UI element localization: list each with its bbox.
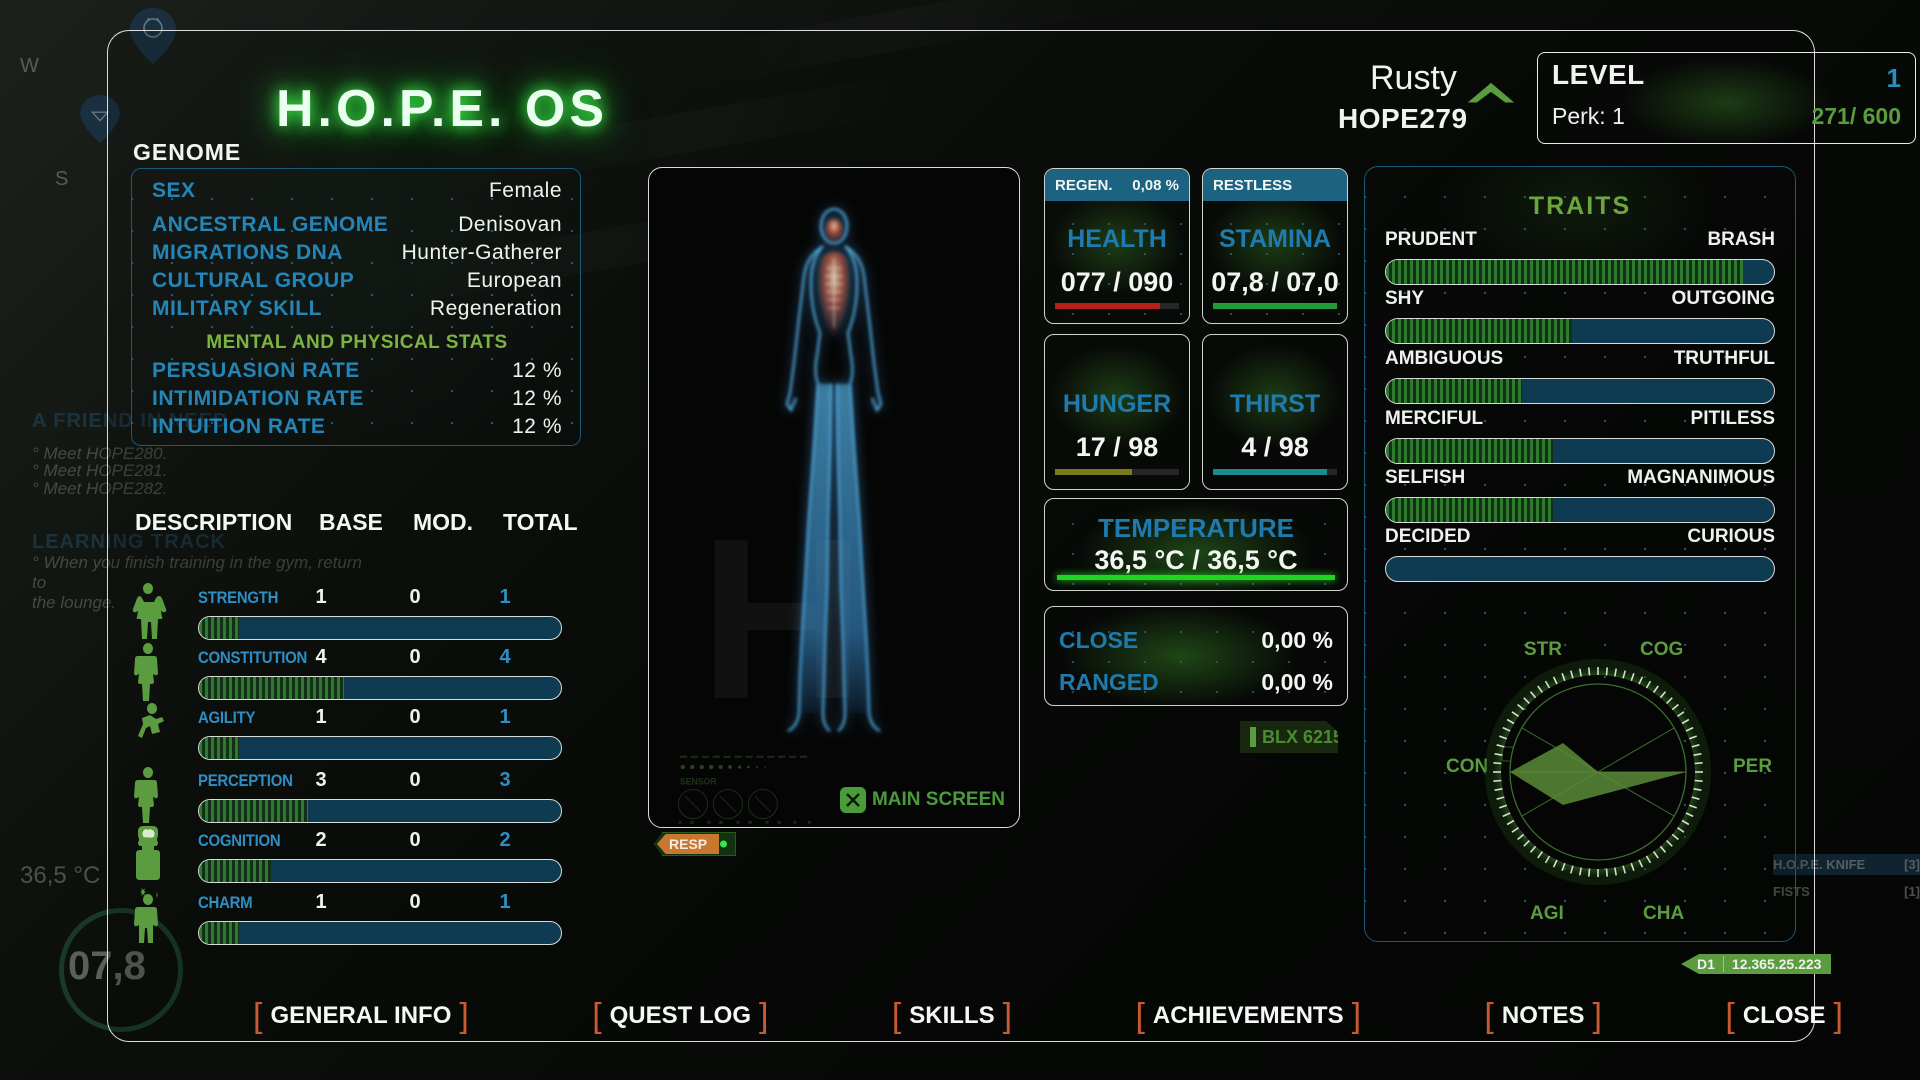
svg-text:SENSOR: SENSOR xyxy=(680,776,718,786)
